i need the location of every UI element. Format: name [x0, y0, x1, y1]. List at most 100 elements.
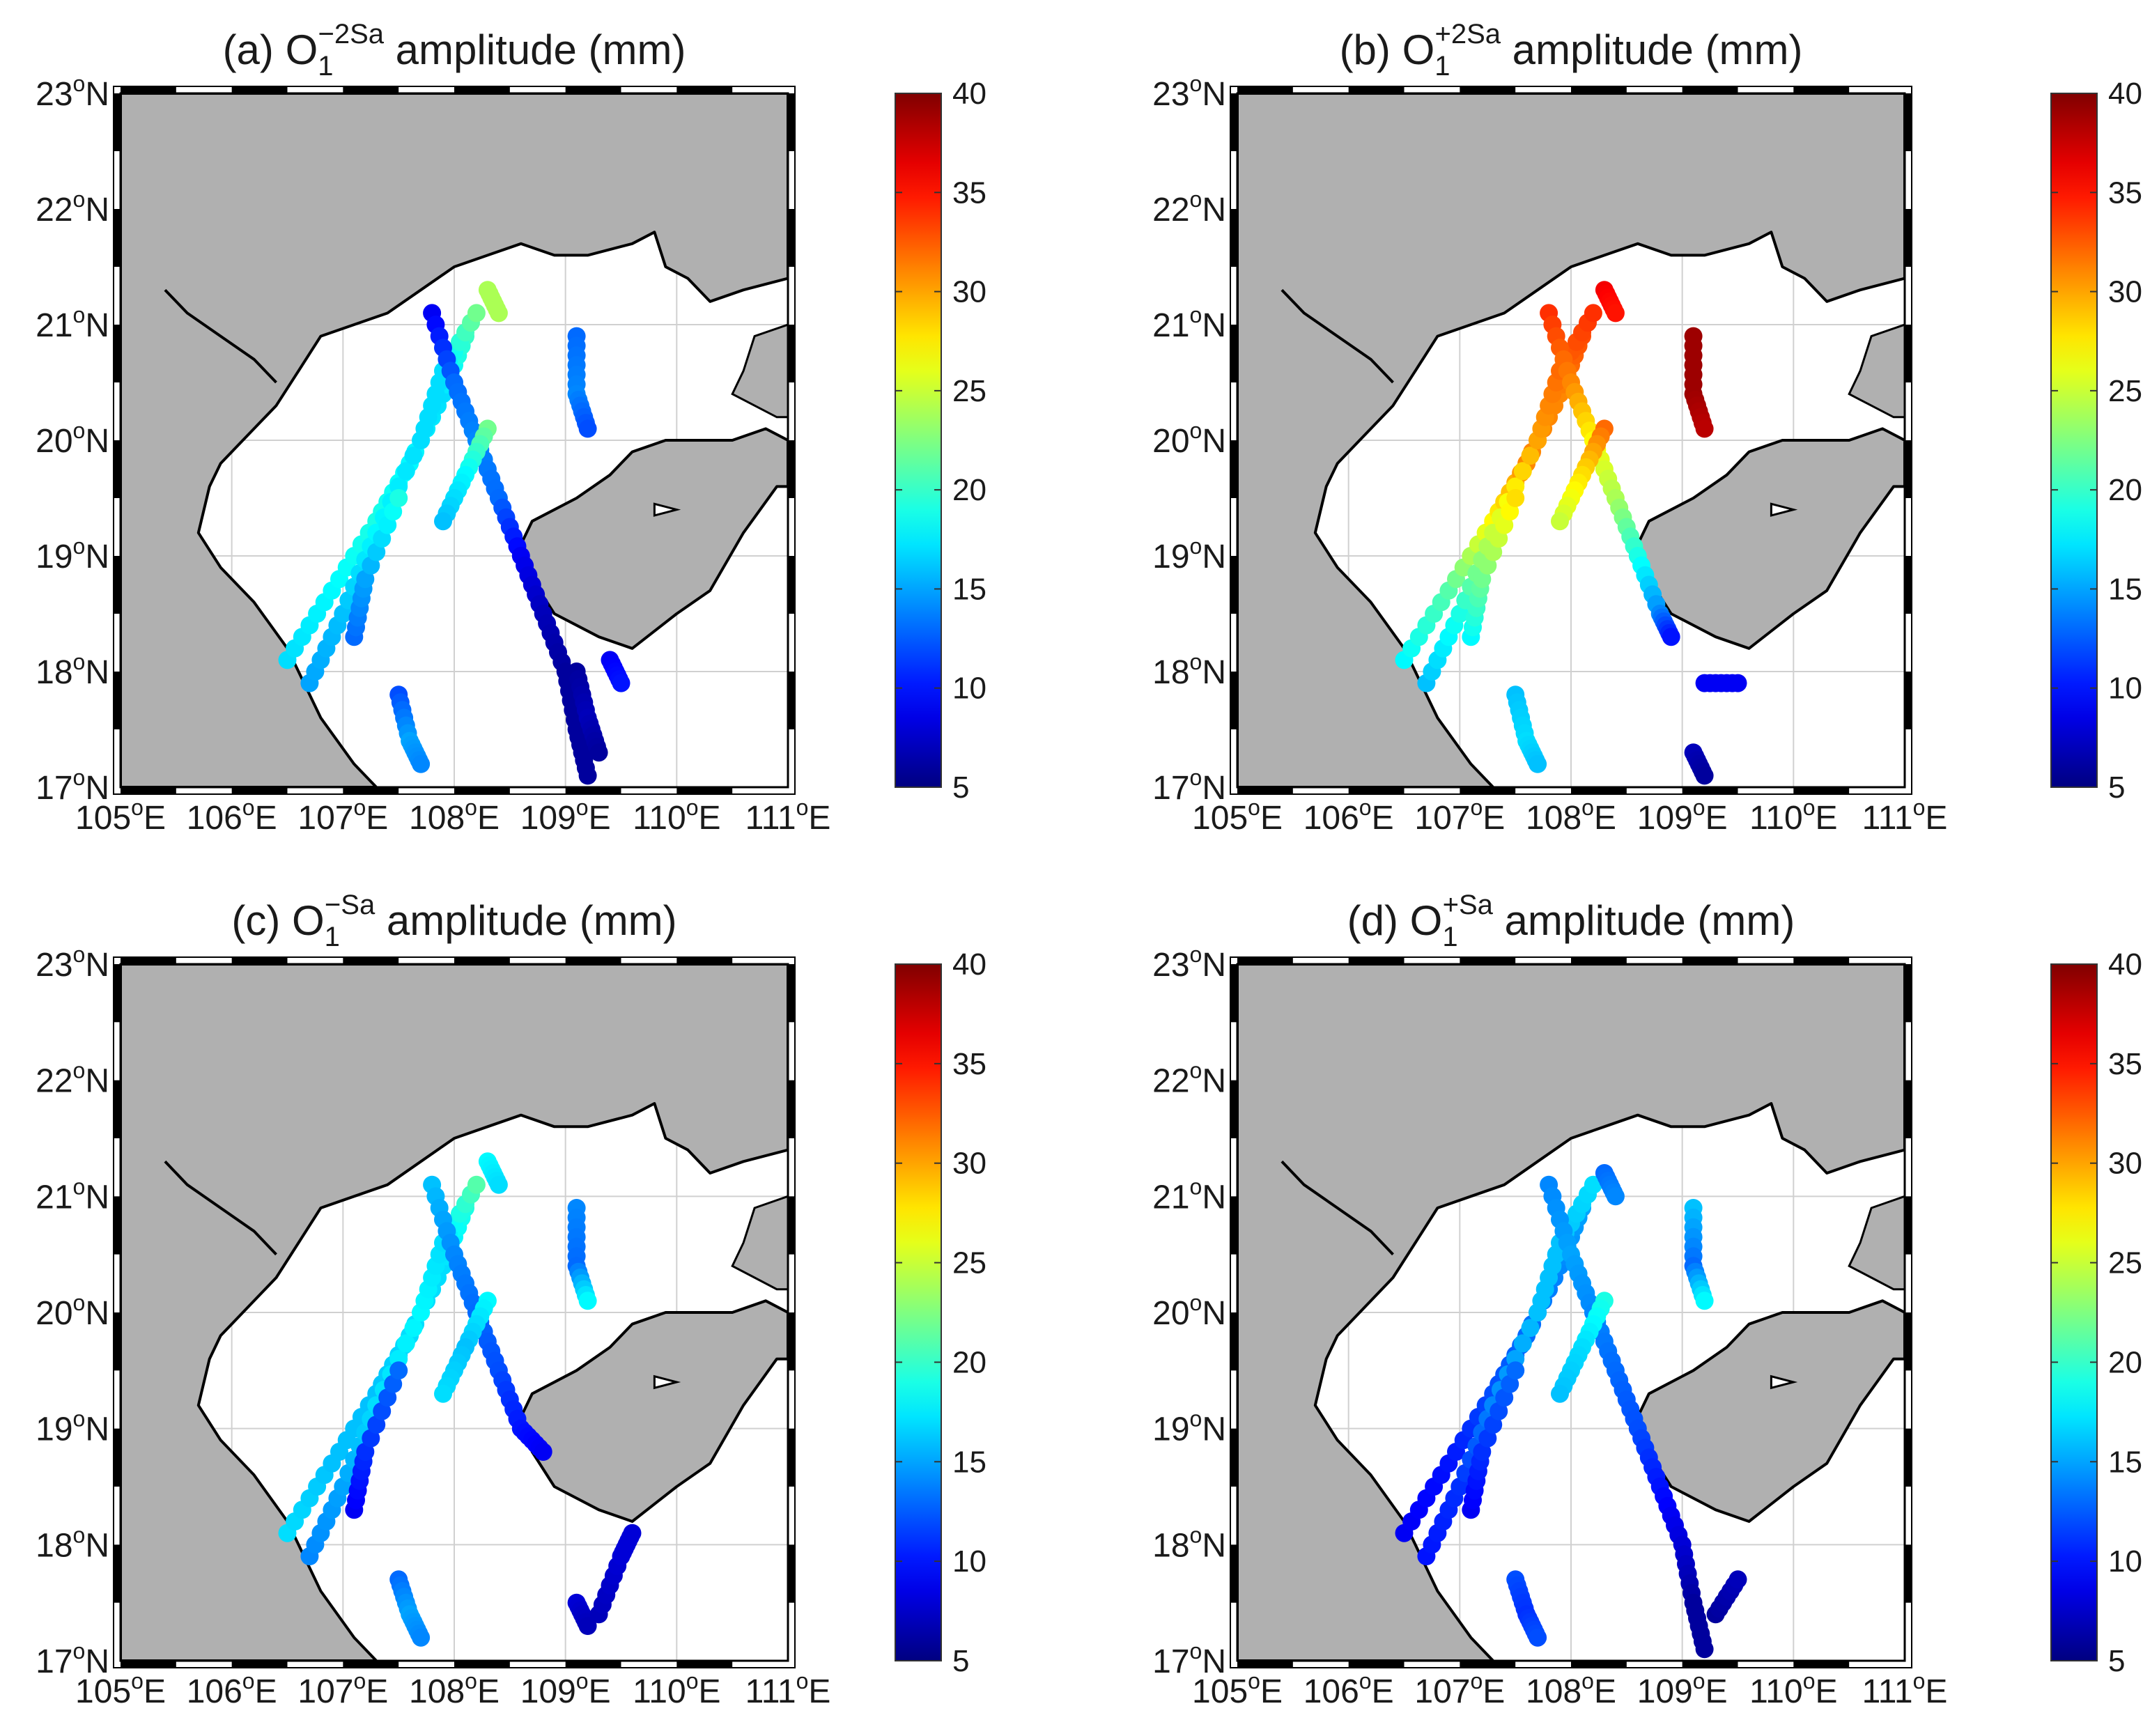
tick-value: 105	[75, 800, 131, 837]
data-point	[1695, 1292, 1714, 1310]
frame-segment	[788, 556, 795, 614]
frame-segment	[565, 1661, 621, 1668]
y-tick-label: 18oN	[1152, 649, 1226, 691]
tick-hemisphere: N	[1202, 1179, 1226, 1216]
tick-hemisphere: N	[1202, 307, 1226, 344]
frame-segment	[343, 1661, 399, 1668]
x-tick-label: 108oE	[1526, 795, 1616, 837]
y-tick-label: 17oN	[1152, 765, 1226, 807]
data-point	[1695, 419, 1714, 438]
frame-segment	[231, 787, 288, 794]
data-point	[412, 754, 431, 773]
x-tick-label: 106oE	[187, 795, 277, 837]
frame-segment	[1682, 86, 1738, 93]
tick-value: 109	[520, 1673, 576, 1710]
title-prefix: (c) O	[231, 897, 324, 944]
frame-segment	[788, 1428, 795, 1487]
x-tick-label: 105oE	[1192, 795, 1283, 837]
tick-value: 18	[1152, 1527, 1189, 1564]
tick-degree: o	[1190, 534, 1202, 559]
x-tick-label: 110oE	[1749, 1668, 1837, 1710]
tick-degree: o	[73, 1290, 86, 1315]
tick-hemisphere: E	[477, 1673, 500, 1710]
tick-degree: o	[1248, 795, 1260, 820]
data-point	[578, 1617, 597, 1635]
data-point	[1506, 489, 1525, 507]
frame-segment	[1460, 1661, 1516, 1668]
colorbar-tick-label: 35	[2108, 1047, 2142, 1081]
tick-value: 18	[36, 1527, 72, 1564]
frame-segment	[676, 1661, 733, 1668]
frame-segment	[1237, 957, 1293, 964]
frame-segment	[1571, 787, 1627, 794]
tick-value: 111	[1862, 1673, 1913, 1710]
title-suffix: amplitude (mm)	[375, 897, 676, 944]
frame-segment	[1230, 325, 1237, 382]
tick-value: 109	[520, 800, 576, 837]
tick-hemisphere: E	[1815, 800, 1837, 837]
data-point	[623, 1524, 642, 1542]
tick-value: 110	[1749, 800, 1803, 837]
colorbar-tick-label: 35	[2108, 176, 2142, 210]
title-superscript: −2Sa	[318, 19, 384, 49]
tick-hemisphere: E	[366, 800, 388, 837]
tick-degree: o	[686, 1668, 699, 1694]
data-point	[1513, 462, 1532, 481]
frame-segment	[343, 86, 399, 93]
frame-segment	[114, 209, 121, 267]
tick-degree: o	[1190, 649, 1202, 674]
tick-degree: o	[1190, 1174, 1202, 1199]
tick-degree: o	[1190, 187, 1202, 212]
data-point	[1501, 1374, 1519, 1393]
tick-hemisphere: E	[698, 1673, 720, 1710]
y-tick-label: 21oN	[1152, 1174, 1226, 1216]
tick-hemisphere: E	[1483, 800, 1505, 837]
colorbar	[2050, 93, 2098, 788]
tick-value: 19	[1152, 538, 1189, 575]
data-point	[1529, 754, 1547, 773]
tick-degree: o	[686, 795, 699, 820]
tick-degree: o	[1581, 1668, 1594, 1694]
tick-degree: o	[1190, 418, 1202, 443]
y-tick-label: 23oN	[1152, 942, 1226, 984]
title-superscript: −Sa	[325, 890, 376, 920]
y-tick-label: 19oN	[1152, 534, 1226, 575]
frame-segment	[565, 957, 621, 964]
tick-value: 17	[1152, 770, 1189, 807]
y-tick-label: 17oN	[1152, 1638, 1226, 1680]
data-point	[1478, 1429, 1497, 1448]
frame-segment	[1237, 86, 1293, 93]
tick-value: 23	[1152, 947, 1189, 984]
tick-degree: o	[1359, 1668, 1372, 1694]
tick-hemisphere: E	[1925, 800, 1947, 837]
frame-segment	[1905, 440, 1912, 498]
tick-degree: o	[1470, 1668, 1483, 1694]
frame-segment	[788, 1080, 795, 1138]
x-tick-label: 108oE	[409, 1668, 500, 1710]
tick-hemisphere: E	[1260, 1673, 1283, 1710]
colorbar-tick-label: 15	[2108, 572, 2142, 606]
title-subscript: 1	[325, 922, 340, 952]
title-superscript: +2Sa	[1434, 19, 1501, 49]
tick-degree: o	[1359, 795, 1372, 820]
frame-segment	[454, 86, 510, 93]
frame-segment	[121, 1661, 176, 1668]
title-prefix: (b) O	[1340, 26, 1435, 73]
colorbar-tick-label: 30	[2108, 275, 2142, 309]
frame-segment	[1793, 1661, 1850, 1668]
frame-segment	[788, 1544, 795, 1603]
colorbar-tick-label: 30	[952, 1147, 987, 1181]
tick-hemisphere: N	[85, 307, 109, 344]
colorbar-tick-label: 30	[2108, 1147, 2142, 1181]
lake-outline	[1770, 1374, 1798, 1390]
tick-value: 19	[36, 538, 72, 575]
frame-segment	[1905, 1196, 1912, 1255]
coastline	[164, 288, 277, 384]
data-point	[534, 1443, 552, 1461]
tick-value: 19	[1152, 1411, 1189, 1448]
y-tick-label: 19oN	[36, 1406, 109, 1448]
tick-value: 109	[1637, 1673, 1693, 1710]
data-point	[1490, 1402, 1508, 1420]
tick-value: 110	[633, 800, 686, 837]
y-tick-label: 19oN	[1152, 1406, 1226, 1448]
